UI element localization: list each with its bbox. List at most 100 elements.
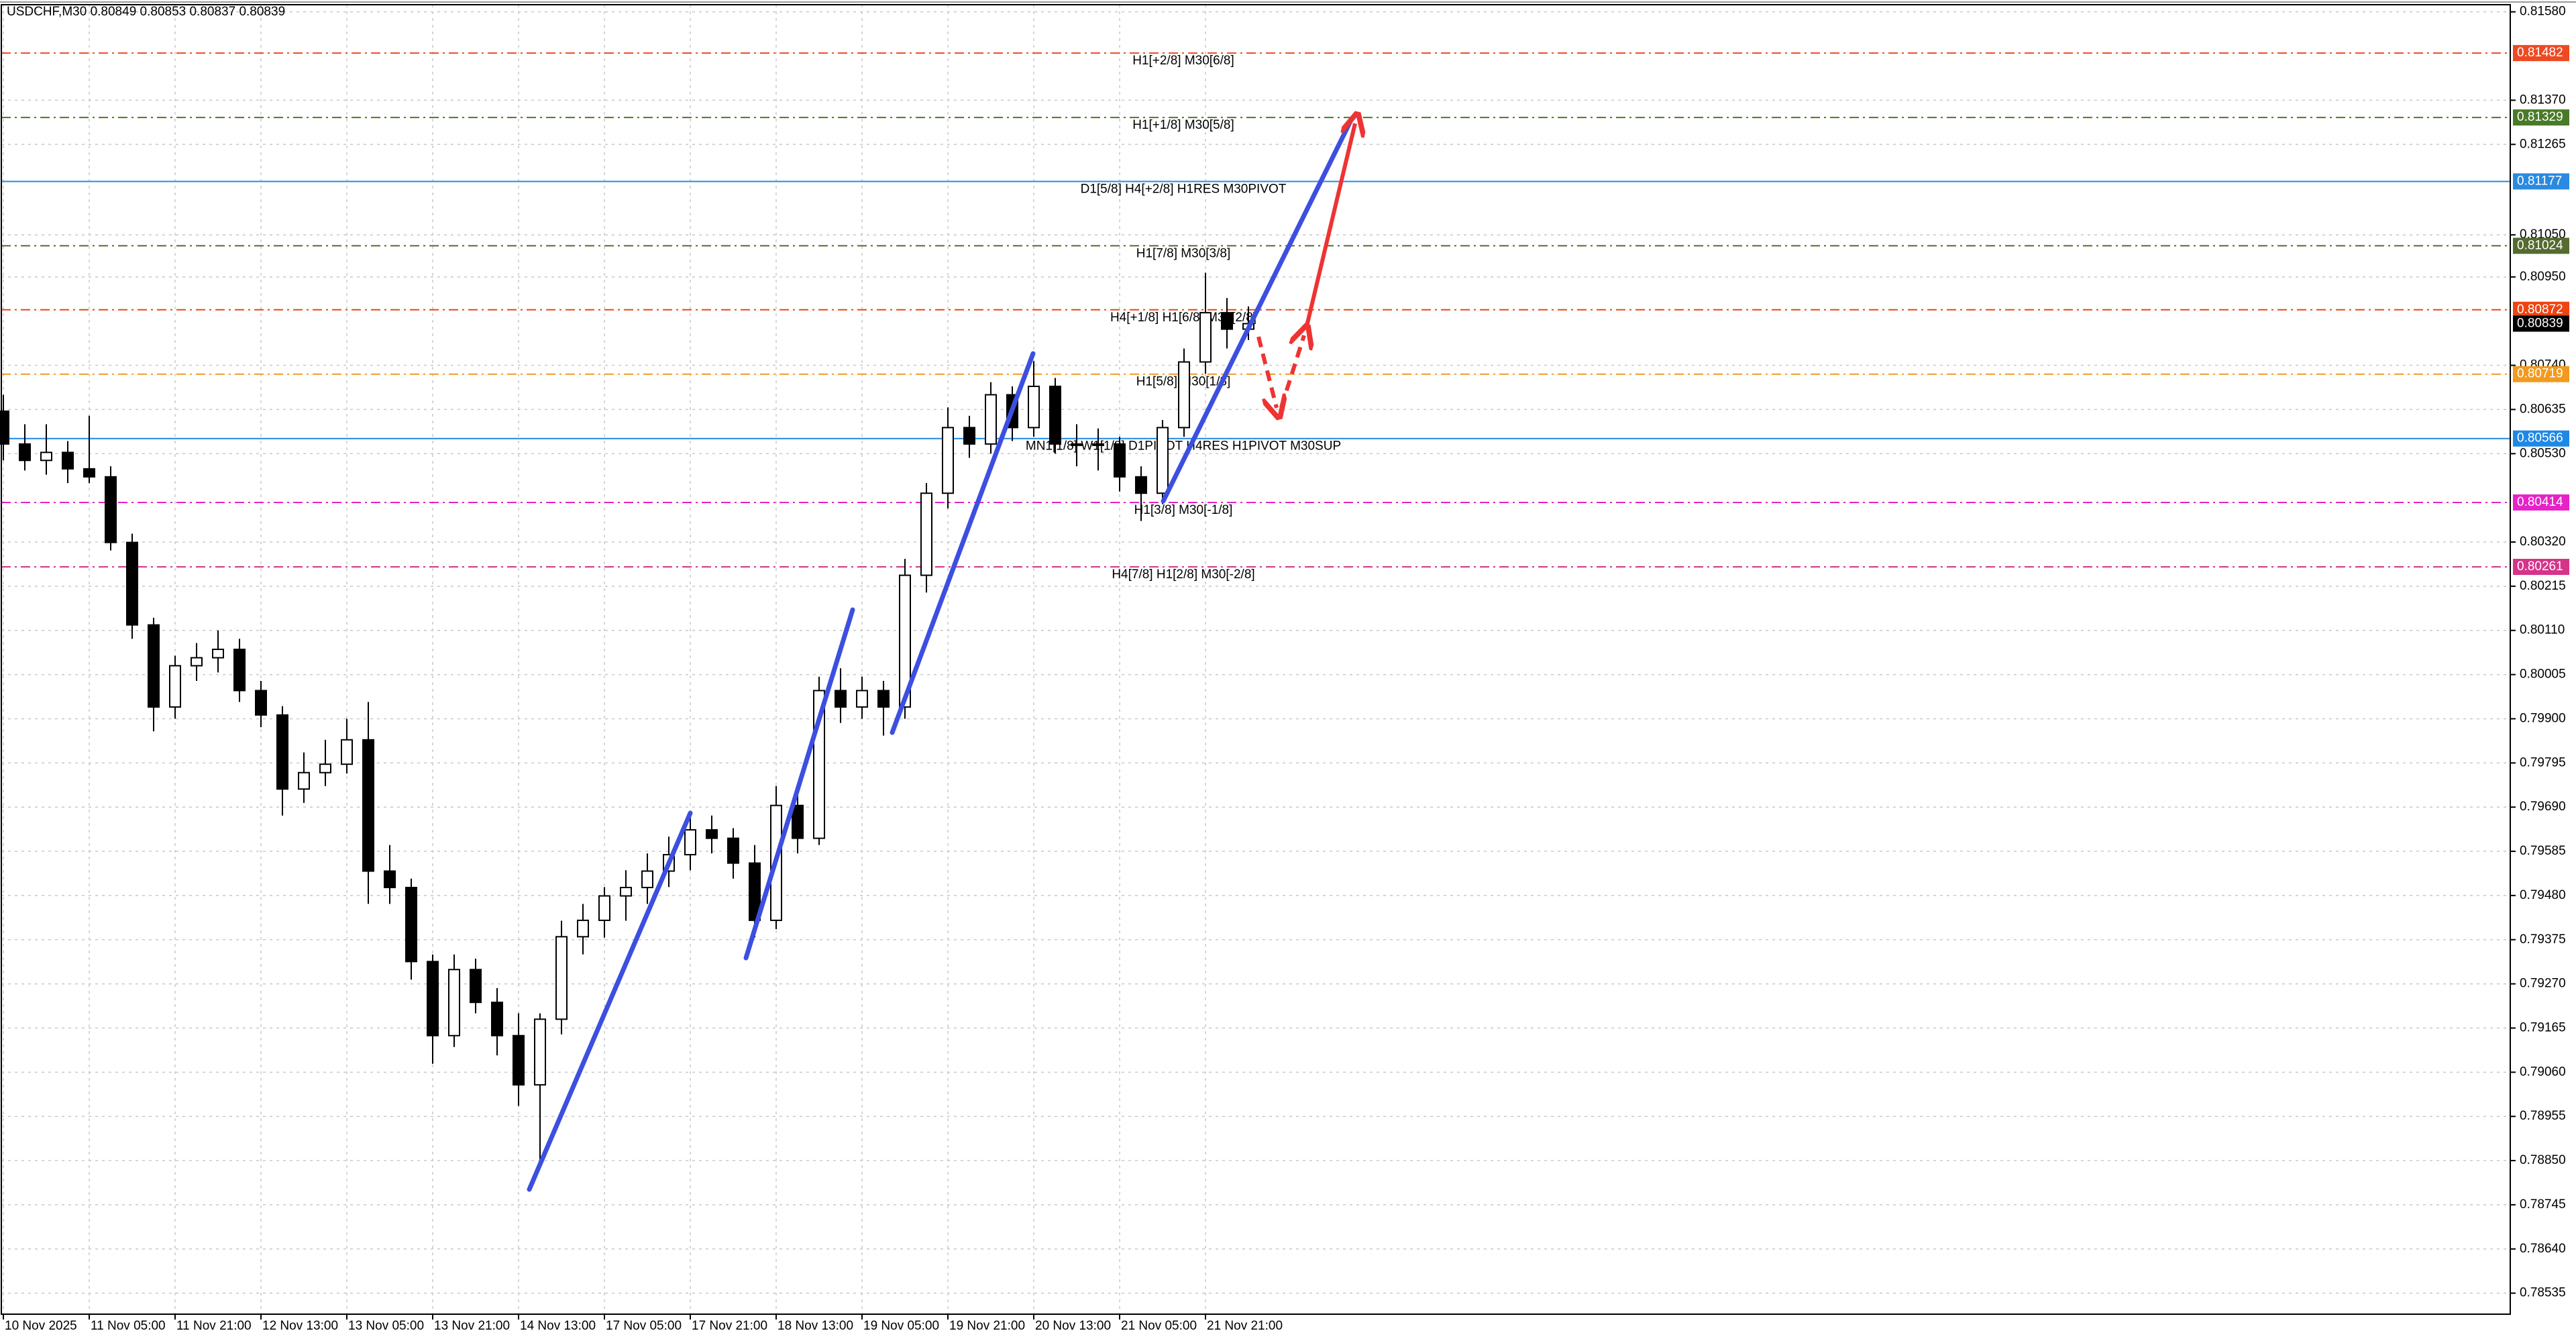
level-label: H1[3/8] M30[-1/8] xyxy=(1134,503,1233,517)
candle-body xyxy=(1049,385,1061,445)
candle-body xyxy=(856,690,868,708)
price-tag xyxy=(2513,559,2569,576)
candle-body xyxy=(1028,385,1040,429)
x-tick-label: 10 Nov 2025 xyxy=(5,1319,77,1333)
candle-body xyxy=(233,648,246,692)
x-tick-label: 19 Nov 05:00 xyxy=(863,1319,939,1333)
candle-body xyxy=(427,961,439,1036)
candle-body xyxy=(641,870,653,888)
y-tick-label: 0.79690 xyxy=(2520,800,2566,814)
x-tick-label: 21 Nov 21:00 xyxy=(1207,1319,1283,1333)
candle-body xyxy=(470,969,482,1004)
x-tick-label: 20 Nov 13:00 xyxy=(1035,1319,1111,1333)
candle-body xyxy=(384,870,396,888)
x-tick-label: 17 Nov 21:00 xyxy=(692,1319,767,1333)
level-label: MN1[1/8] W1[1/8] D1PIVOT H4RES H1PIVOT M… xyxy=(1026,439,1341,453)
y-tick-label: 0.79480 xyxy=(2520,888,2566,902)
x-tick-label: 13 Nov 05:00 xyxy=(348,1319,424,1333)
candle-body xyxy=(169,665,181,708)
y-tick-label: 0.78535 xyxy=(2520,1286,2566,1300)
plot-frame xyxy=(1,4,2511,1315)
x-tick-label: 13 Nov 21:00 xyxy=(434,1319,510,1333)
candle-body xyxy=(105,476,117,543)
level-label: H1[+1/8] M30[5/8] xyxy=(1132,118,1234,132)
y-tick-label: 0.78745 xyxy=(2520,1197,2566,1212)
x-tick-label: 21 Nov 05:00 xyxy=(1121,1319,1197,1333)
x-tick-label: 12 Nov 13:00 xyxy=(262,1319,338,1333)
y-tick-label: 0.79270 xyxy=(2520,977,2566,991)
trend-line xyxy=(890,351,1036,735)
candle-body xyxy=(405,886,417,963)
price-tag xyxy=(2513,173,2569,190)
price-tag-label: 0.80872 xyxy=(2517,303,2563,317)
candle-body xyxy=(276,714,288,790)
y-tick-label: 0.80215 xyxy=(2520,579,2566,593)
y-tick-label: 0.79795 xyxy=(2520,755,2566,769)
candle-body xyxy=(684,829,696,856)
current-price-tag xyxy=(2513,315,2569,332)
price-tag-label: 0.81482 xyxy=(2517,46,2563,60)
level-label: H1[+2/8] M30[6/8] xyxy=(1132,54,1234,68)
candle-body xyxy=(792,804,804,839)
candle-body xyxy=(1071,443,1083,446)
candle-body xyxy=(62,451,74,470)
price-tag-label: 0.80414 xyxy=(2517,495,2563,509)
arrow-dashed xyxy=(1279,335,1304,408)
arrow-dashed xyxy=(1256,336,1277,408)
candle-body xyxy=(577,919,589,938)
candle-body xyxy=(341,739,353,765)
candle-body xyxy=(191,657,203,667)
trend-line xyxy=(1161,119,1353,504)
y-tick-label: 0.78640 xyxy=(2520,1242,2566,1256)
candle-body xyxy=(1114,443,1126,478)
price-tag xyxy=(2513,494,2569,511)
candle-body xyxy=(1199,312,1212,363)
candle-body xyxy=(0,410,9,445)
candle-body xyxy=(1178,361,1190,429)
y-tick-label: 0.79585 xyxy=(2520,844,2566,858)
grid xyxy=(1,5,2510,1314)
candle-body xyxy=(727,837,739,864)
price-tag xyxy=(2513,430,2569,447)
candle-body xyxy=(448,969,460,1036)
candle-body xyxy=(298,771,310,790)
arrow xyxy=(1304,123,1355,329)
candle-body xyxy=(963,427,975,445)
y-tick-label: 0.80635 xyxy=(2520,402,2566,416)
candle-body xyxy=(598,895,610,921)
candle-body xyxy=(899,574,911,708)
price-tag-label: 0.81329 xyxy=(2517,110,2563,124)
price-tag xyxy=(2513,109,2569,126)
candle-body xyxy=(555,936,568,1020)
y-tick-label: 0.79165 xyxy=(2520,1020,2566,1034)
x-tick-label: 19 Nov 21:00 xyxy=(949,1319,1025,1333)
y-tick-label: 0.79375 xyxy=(2520,932,2566,947)
candle-body xyxy=(920,492,932,576)
candle-body xyxy=(534,1018,546,1086)
candle-body xyxy=(620,886,632,897)
current-price-label: 0.80839 xyxy=(2517,316,2563,330)
candle-body xyxy=(212,648,224,659)
price-tag-label: 0.81024 xyxy=(2517,238,2563,252)
candles xyxy=(0,272,1254,1167)
candle-body xyxy=(19,443,31,462)
candle-body xyxy=(706,829,718,839)
level-label: H4[7/8] H1[2/8] M30[-2/8] xyxy=(1112,568,1254,582)
trend-lines xyxy=(527,119,1353,1192)
x-tick-label: 14 Nov 13:00 xyxy=(520,1319,596,1333)
price-tag-label: 0.81177 xyxy=(2517,174,2562,188)
candle-body xyxy=(83,468,95,478)
candle-body xyxy=(513,1034,525,1086)
level-label: H4[+1/8] H1[6/8] M30[2/8] xyxy=(1110,311,1256,325)
candle-body xyxy=(319,763,331,773)
y-tick-label: 0.80110 xyxy=(2520,623,2565,637)
y-tick-label: 0.80320 xyxy=(2520,535,2566,549)
level-label: D1[5/8] H4[+2/8] H1RES M30PIVOT xyxy=(1081,182,1287,196)
candle-body xyxy=(835,690,847,708)
x-tick-label: 18 Nov 13:00 xyxy=(777,1319,853,1333)
price-tag xyxy=(2513,237,2569,254)
price-tag xyxy=(2513,301,2569,318)
